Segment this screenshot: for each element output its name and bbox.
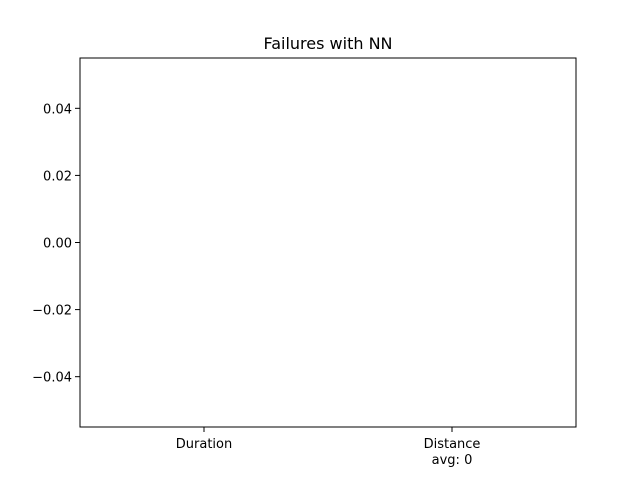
chart-title: Failures with NN (263, 34, 392, 53)
y-tick-label: 0.02 (43, 169, 72, 184)
y-tick-label: −0.04 (32, 371, 72, 386)
y-tick-label: −0.02 (32, 304, 72, 319)
plot-area (80, 58, 576, 427)
x-axis: Duration Distanceavg: 0 (176, 427, 481, 468)
x-tick-label: Distance (424, 437, 481, 452)
y-axis: −0.04 −0.02 0.00 0.02 0.04 (32, 102, 80, 385)
x-tick-label: Duration (176, 437, 232, 452)
y-tick-label: 0.04 (43, 102, 72, 117)
x-tick-sublabel: avg: 0 (432, 453, 473, 468)
y-tick-label: 0.00 (43, 237, 72, 252)
